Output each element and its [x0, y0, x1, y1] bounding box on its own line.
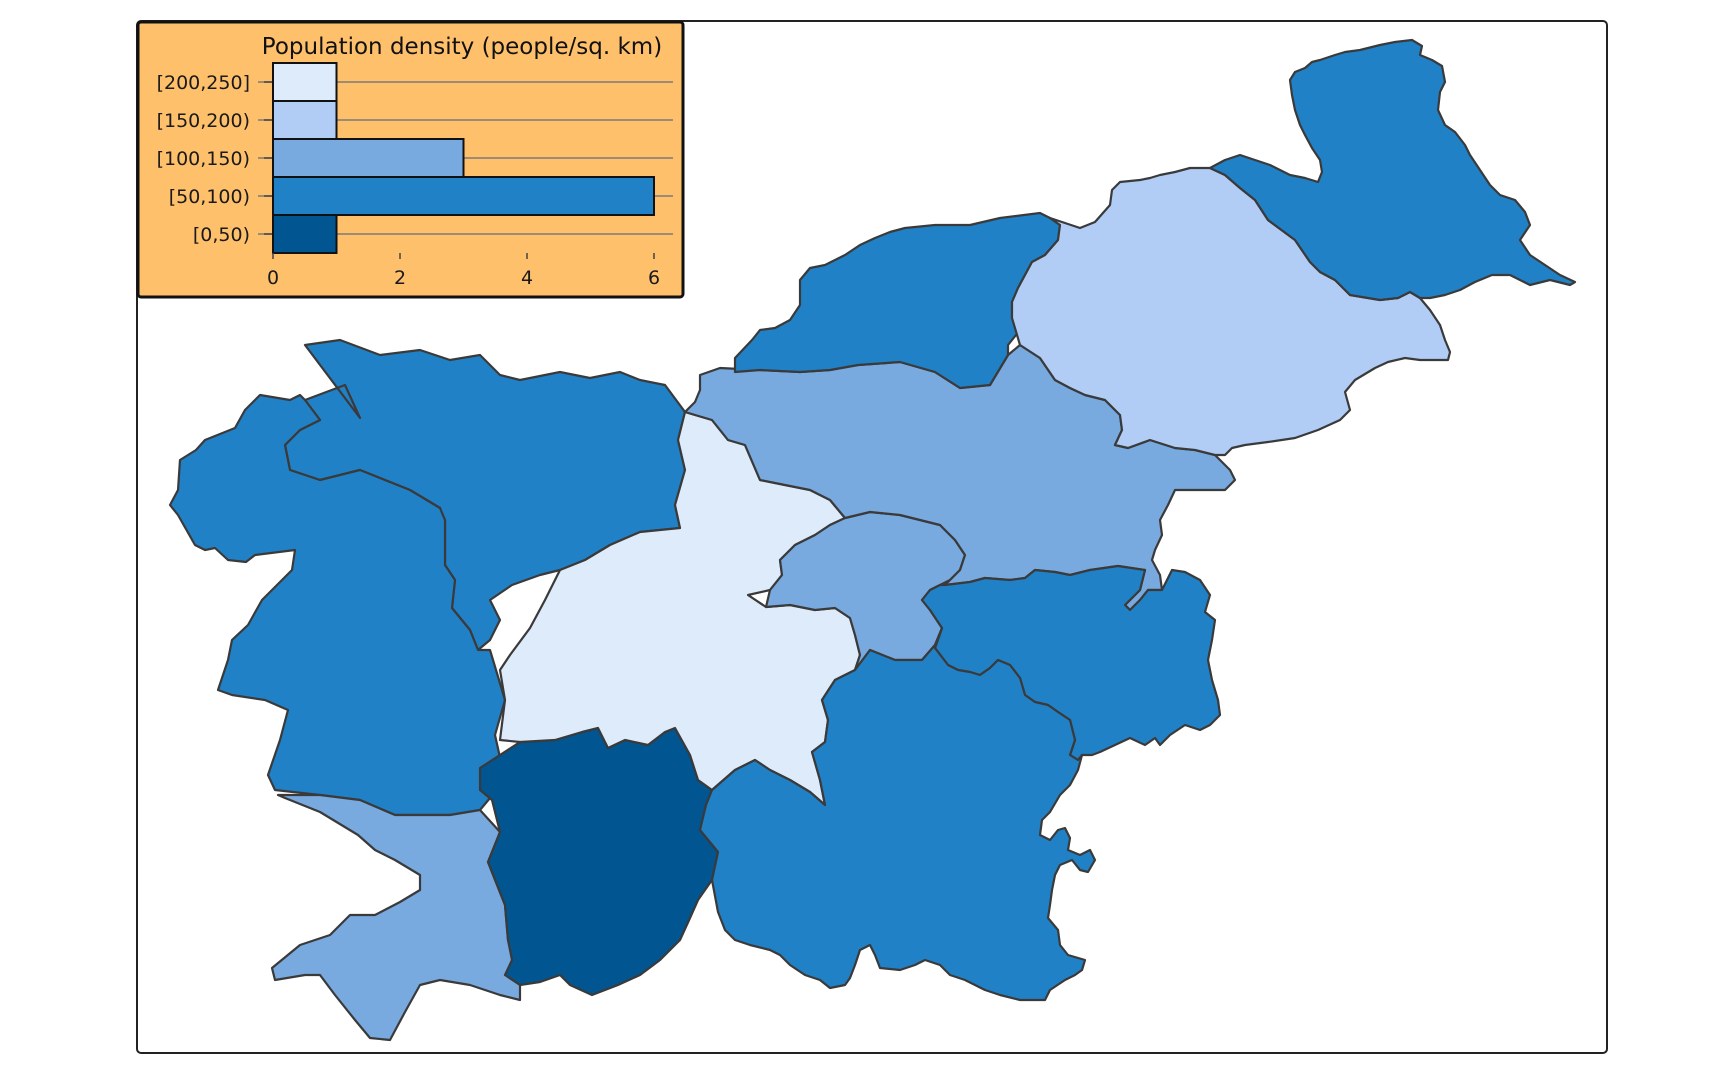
- legend-bin-label: [100,150): [157, 148, 250, 170]
- legend-bar: [272, 176, 655, 216]
- region-jugovzhodna[interactable]: [698, 626, 1097, 1002]
- legend-x-tick-label: 2: [394, 267, 406, 289]
- legend-histogram: [200,250] [150,200) [100,150) [50,100) [0,50…: [157, 62, 673, 289]
- legend-title: Population density (people/sq. km): [262, 34, 662, 60]
- legend-x-tick-label: 0: [267, 267, 279, 289]
- legend-bin-label: [150,200): [157, 110, 250, 132]
- legend-bin-label: [50,100): [169, 186, 250, 208]
- region-goriska[interactable]: [168, 393, 507, 817]
- region-layer: [168, 38, 1577, 1042]
- legend-panel: Population density (people/sq. km) [200,…: [136, 20, 685, 299]
- legend-bin-label: [200,250]: [157, 72, 250, 94]
- legend-bar: [272, 100, 338, 140]
- region-pomurska[interactable]: [1208, 38, 1577, 302]
- legend-bin-label: [0,50): [193, 224, 250, 246]
- legend-x-tick-label: 4: [521, 267, 533, 289]
- legend-bar: [272, 62, 338, 102]
- legend-bar: [272, 214, 338, 254]
- legend-bar: [272, 138, 465, 178]
- legend-x-tick-label: 6: [648, 267, 660, 289]
